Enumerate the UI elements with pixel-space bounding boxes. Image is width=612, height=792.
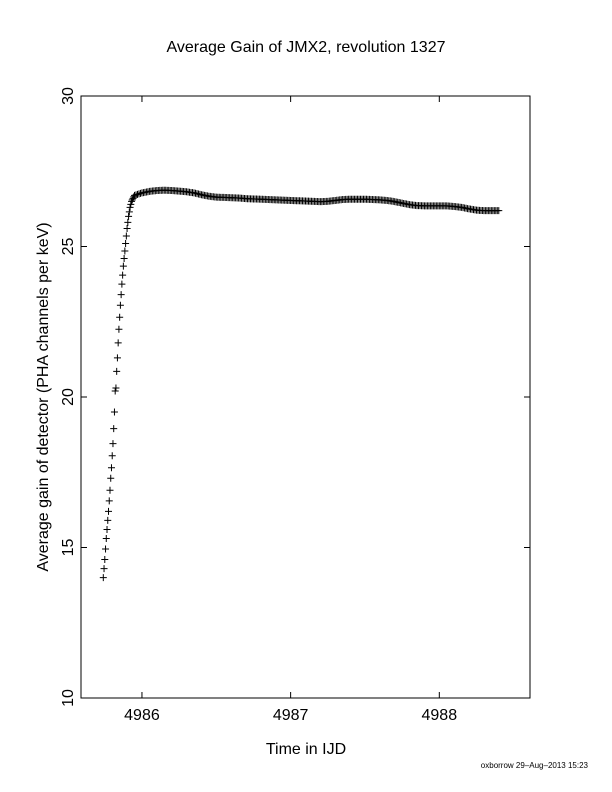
data-point	[115, 325, 123, 333]
data-point	[129, 194, 137, 202]
data-point	[99, 574, 107, 582]
data-point	[113, 354, 121, 362]
data-point	[119, 271, 127, 279]
data-point	[117, 291, 125, 299]
data-point	[111, 387, 119, 395]
data-point	[107, 464, 115, 472]
data-point	[103, 525, 111, 533]
y-tick-label: 15	[60, 539, 77, 557]
y-tick-label: 20	[60, 388, 77, 406]
data-point	[125, 212, 133, 220]
data-point	[102, 534, 110, 542]
data-point	[124, 218, 132, 226]
data-point	[123, 224, 131, 232]
axes: 4986 4987 4988 10 15 20 25 30	[60, 87, 530, 724]
plot-frame	[80, 95, 531, 699]
y-tick-label: 10	[60, 689, 77, 707]
data-point	[119, 262, 127, 270]
data-point	[125, 208, 133, 216]
data-point	[126, 203, 134, 211]
data-point	[110, 425, 118, 433]
data-point	[128, 196, 136, 204]
data-point	[116, 301, 124, 309]
data-point	[127, 200, 135, 208]
x-axis-label: Time in IJD	[266, 741, 346, 758]
y-axis-label: Average gain of detector (PHA channels p…	[35, 222, 52, 571]
footer-credit: oxborrow 29–Aug–2013 15:23	[480, 761, 588, 770]
x-tick-label: 4986	[124, 707, 160, 724]
y-tick-label: 25	[60, 238, 77, 256]
chart-title: Average Gain of JMX2, revolution 1327	[167, 39, 446, 56]
data-point	[107, 474, 115, 482]
y-tick-label: 30	[60, 87, 77, 105]
data-point	[109, 440, 117, 448]
x-tick-label: 4987	[273, 707, 309, 724]
data-point	[112, 384, 120, 392]
data-point	[110, 408, 118, 416]
data-point	[102, 545, 110, 553]
data-point	[106, 486, 114, 494]
data-point	[120, 255, 128, 263]
data-point	[105, 507, 113, 515]
data-point	[121, 247, 129, 255]
data-point	[118, 280, 126, 288]
data-point	[101, 556, 109, 564]
data-point	[108, 452, 116, 460]
x-tick-label: 4988	[422, 707, 458, 724]
data-point	[105, 497, 113, 505]
data-point	[116, 313, 124, 321]
data-point	[495, 207, 503, 215]
data-point	[113, 367, 121, 375]
data-point	[114, 339, 122, 347]
data-point	[100, 565, 108, 573]
data-point	[104, 516, 112, 524]
data-point	[122, 239, 130, 247]
data-points	[99, 186, 503, 582]
data-point	[128, 197, 136, 205]
data-point	[122, 232, 130, 240]
